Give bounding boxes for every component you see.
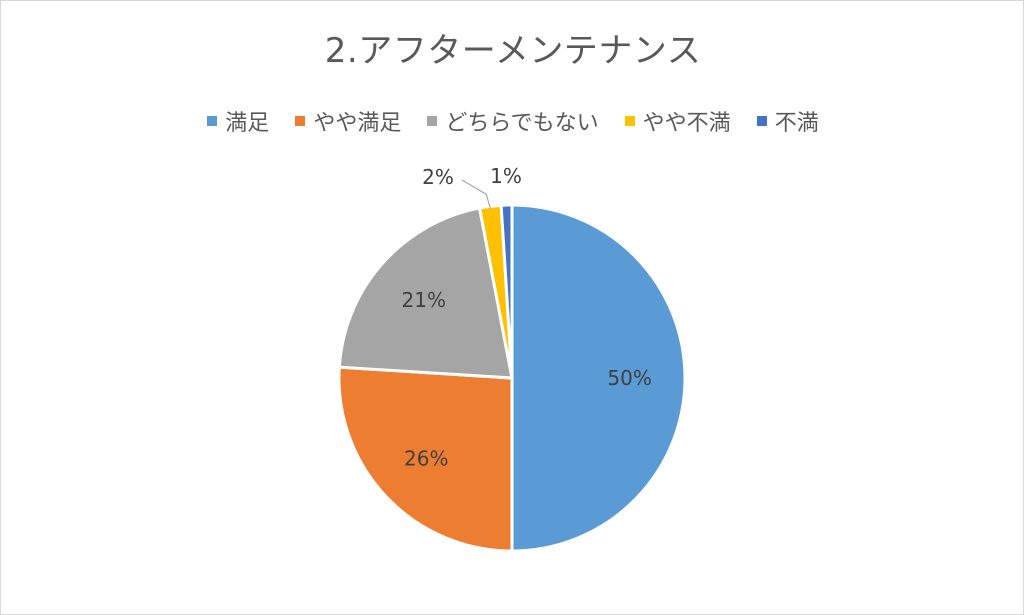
legend-swatch — [207, 116, 218, 126]
legend-swatch — [295, 116, 306, 126]
slice-satisfied — [510, 203, 687, 553]
slice-somewhat-satisfied — [337, 365, 514, 553]
slice-neutral — [337, 206, 514, 380]
data-label: 1% — [490, 164, 522, 188]
legend-swatch — [427, 116, 438, 126]
legend-label: どちらでもない — [445, 111, 599, 136]
legend-label: やや満足 — [313, 111, 402, 136]
slice-dissatisfied — [499, 203, 514, 379]
data-label: 26% — [404, 447, 448, 471]
legend-label: やや不満 — [642, 111, 731, 136]
legend-item-somewhat-satisfied: やや満足 — [295, 105, 401, 137]
legend-label: 不満 — [774, 111, 819, 136]
legend-swatch — [624, 116, 635, 126]
legend-item-dissatisfied: 不満 — [756, 105, 819, 137]
legend: 満足 やや満足 どちらでもない やや不満 不満 — [1, 105, 1024, 137]
legend-label: 満足 — [225, 111, 270, 136]
data-label: 2% — [422, 165, 454, 189]
legend-item-satisfied: 満足 — [207, 105, 269, 137]
data-label: 21% — [402, 288, 446, 312]
legend-item-neutral: どちらでもない — [427, 105, 599, 137]
data-label: 50% — [607, 366, 651, 390]
leader-line — [461, 179, 491, 209]
legend-swatch — [756, 116, 767, 126]
legend-item-somewhat-dissatisfied: やや不満 — [624, 105, 731, 137]
chart-title: 2.アフターメンテナンス — [324, 31, 702, 71]
